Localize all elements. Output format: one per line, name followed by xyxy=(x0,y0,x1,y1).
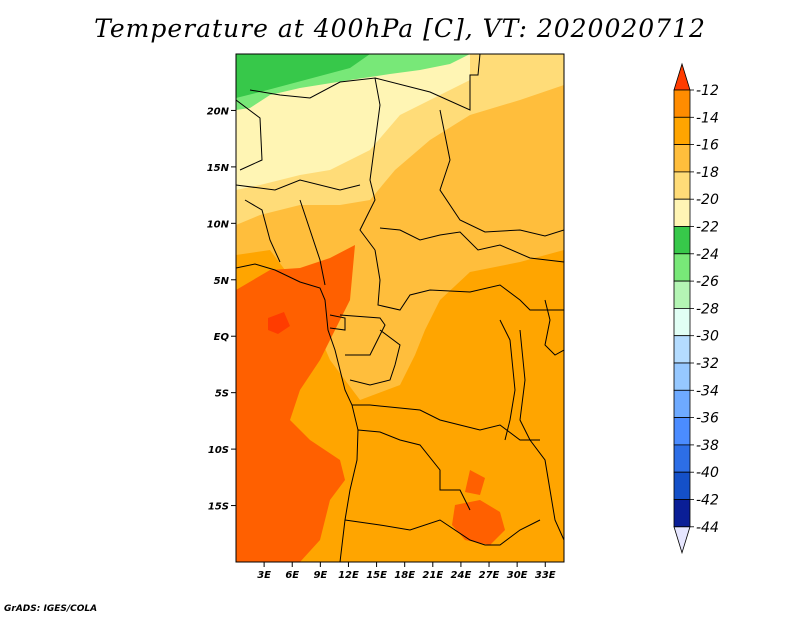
lon-tick-label: 3E xyxy=(257,570,271,581)
colorbar-label: -12 xyxy=(696,83,719,99)
lon-tick-label: 15E xyxy=(366,570,387,581)
colorbar-swatch xyxy=(673,499,691,528)
lon-tick-label: 18E xyxy=(394,570,415,581)
colorbar-swatch xyxy=(673,362,691,391)
colorbar-swatch xyxy=(673,389,691,418)
colorbar-swatch xyxy=(673,89,691,118)
credit-text: GrADS: IGES/COLA xyxy=(4,604,98,614)
colorbar-swatch xyxy=(673,171,691,200)
colorbar-label: -36 xyxy=(696,411,719,427)
lon-tick-label: 33E xyxy=(535,570,556,581)
lon-tick-label: 21E xyxy=(422,570,443,581)
colorbar-label: -16 xyxy=(696,138,719,154)
lat-tick-label: 20N xyxy=(207,106,230,117)
lon-tick-label: 27E xyxy=(479,570,500,581)
colorbar-swatch xyxy=(673,116,691,146)
colorbar-label: -38 xyxy=(696,438,719,454)
colorbar: -12 -14 -16 -18 -20 -22 -24 -26 -28 -30 -32 -34 -36 -… xyxy=(673,62,719,555)
colorbar-label: -18 xyxy=(696,165,719,181)
colorbar-label: -40 xyxy=(696,465,719,481)
colorbar-label: -34 xyxy=(696,383,719,399)
colorbar-label: -22 xyxy=(696,220,719,236)
colorbar-swatch xyxy=(673,471,691,500)
lon-tick-label: 30E xyxy=(507,570,528,581)
colorbar-top-arrow xyxy=(673,62,691,91)
lat-tick-label: EQ xyxy=(214,332,230,343)
latitude-axis: 20N 15N 10N 5N EQ 5S 10S 15S xyxy=(207,106,236,513)
lon-tick-label: 12E xyxy=(338,570,359,581)
colorbar-label: -28 xyxy=(696,301,719,317)
colorbar-swatch xyxy=(673,198,691,227)
colorbar-bottom-arrow xyxy=(673,526,691,555)
colorbar-swatch xyxy=(673,226,691,255)
lat-tick-label: 5N xyxy=(214,276,230,287)
lat-tick-label: 15N xyxy=(207,163,230,174)
lat-tick-label: 10N xyxy=(207,219,230,230)
lon-tick-label: 9E xyxy=(313,570,327,581)
temperature-field xyxy=(236,54,564,562)
colorbar-swatch xyxy=(673,444,691,473)
colorbar-label: -20 xyxy=(696,192,719,208)
lat-tick-label: 15S xyxy=(208,502,229,513)
colorbar-label: -32 xyxy=(696,356,719,372)
colorbar-label: -30 xyxy=(696,329,719,345)
map-frame xyxy=(235,53,565,563)
colorbar-swatch xyxy=(673,253,691,282)
lat-tick-label: 5S xyxy=(215,389,229,400)
country-borders xyxy=(236,54,564,562)
colorbar-label: -26 xyxy=(696,274,719,290)
colorbar-label: -24 xyxy=(696,247,719,263)
colorbar-swatch xyxy=(673,144,691,173)
colorbar-swatch xyxy=(673,280,691,309)
colorbar-label: -42 xyxy=(696,493,719,509)
lon-tick-label: 24E xyxy=(451,570,472,581)
colorbar-label: -14 xyxy=(696,110,719,126)
lon-tick-label: 6E xyxy=(285,570,299,581)
map-title: Temperature at 400hPa [C], VT: 202002071… xyxy=(94,14,706,43)
colorbar-swatch xyxy=(673,417,691,446)
lat-tick-label: 10S xyxy=(208,445,229,456)
colorbar-label: -44 xyxy=(696,520,719,536)
longitude-axis: 3E 6E 9E 12E 15E 18E 21E 24E 27E 30E 33E xyxy=(257,562,556,581)
colorbar-swatch xyxy=(673,307,691,337)
colorbar-swatch xyxy=(673,335,691,364)
